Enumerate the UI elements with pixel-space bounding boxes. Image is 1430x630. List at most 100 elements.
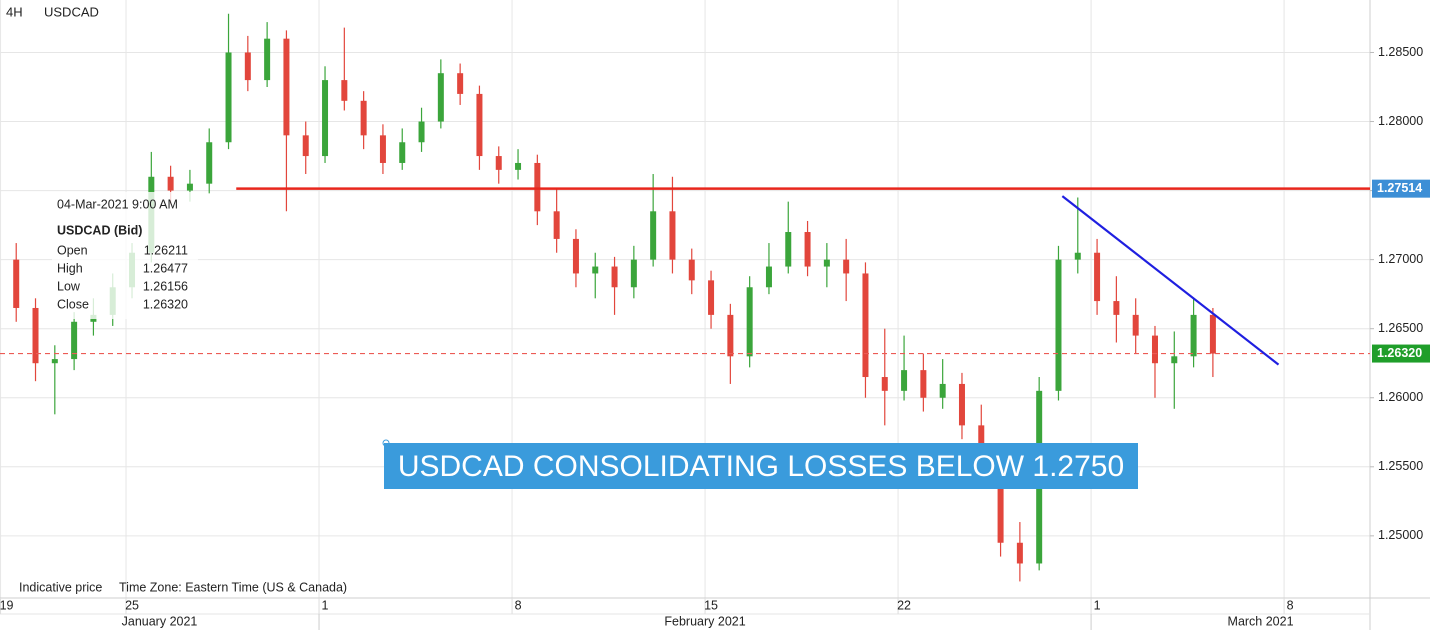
candle-body [958,383,965,426]
candle-body [1055,259,1062,391]
tooltip-symbol: USDCAD (Bid) [57,223,142,237]
candle-body [379,135,386,163]
tooltip-key: High [57,261,83,275]
candle-body [1113,301,1120,315]
grid-layer [0,0,1370,598]
annotation-anchor [382,439,390,447]
candle-body [553,211,560,239]
candle-body [901,370,908,391]
candle-body [650,211,657,260]
y-tick-label: 1.28500 [1378,45,1423,59]
candle-body [920,370,927,398]
candle-body [843,259,850,274]
resistance-label: 1.27514 [1377,181,1422,195]
candle-body [515,162,522,170]
candle-body [244,52,251,81]
candle-body [785,232,792,267]
candle-body [708,280,715,315]
tooltip-value: 1.26211 [144,243,188,257]
candle-body [1132,314,1139,336]
candle-body [1151,335,1158,364]
month-label: February 2021 [664,614,745,628]
x-tick-label: 22 [897,598,911,612]
candle-body [186,183,193,191]
candle-body [746,287,753,357]
candle-body [206,142,213,184]
candle-body [630,259,637,288]
x-tick-label: 25 [125,598,139,612]
candle-body [51,359,58,364]
candle-body [360,100,367,136]
x-tick-label: 19 [0,598,14,612]
resistance-label-box [1372,179,1430,198]
tooltip-key: Open [57,243,88,257]
candle-body [611,266,618,288]
tooltip-date: 04-Mar-2021 9:00 AM [57,197,178,211]
candle-body [457,73,464,94]
y-tick-label: 1.27000 [1378,252,1423,266]
candle-body [283,38,290,136]
tooltip-key: Low [57,279,81,293]
last-price-label-box [1372,344,1430,363]
symbol: USDCAD [44,4,99,19]
y-tick-label: 1.26500 [1378,321,1423,335]
candle-body [727,314,734,357]
candle-body [1016,542,1023,564]
candle-body [264,38,271,81]
candle-body [1190,314,1197,357]
trendline [1061,195,1280,366]
x-tick-label: 15 [704,598,718,612]
candle-body [418,121,425,143]
candle-body [1074,252,1081,260]
candle-body [997,466,1004,543]
tooltip-value: 1.26320 [143,297,188,311]
candle-body [823,259,830,267]
y-tick-label: 1.25500 [1378,459,1423,473]
timeframe: 4H [6,4,23,19]
x-tick-label: 1 [1094,598,1101,612]
candle-body [167,176,174,191]
candle-body [32,307,39,364]
candle-body [13,259,20,308]
candle-body [862,273,869,378]
candle-body [765,266,772,288]
time-zone: Time Zone: Eastern Time (US & Canada) [119,580,347,594]
y-tick-label: 1.25000 [1378,528,1423,542]
last-price-label: 1.26320 [1377,346,1422,360]
tooltip-value: 1.26477 [143,261,188,275]
candle-body [534,162,541,212]
candle-body [1209,314,1216,354]
candle-body [572,238,579,274]
candle-body [592,266,599,274]
x-tick-label: 1 [322,598,329,612]
tooltip-key: Close [57,297,89,311]
footer-note: Indicative price [19,580,102,594]
candle-body [225,52,232,143]
x-tick-label: 8 [515,598,522,612]
month-label: March 2021 [1228,614,1294,628]
candle-body [322,80,329,157]
x-tick-label: 8 [1287,598,1294,612]
annotation-box [384,443,1138,489]
candle-body [302,135,309,157]
candle-body [495,156,502,170]
tooltip-box [52,192,198,319]
candle-body [476,93,483,157]
candle-body [1094,252,1101,302]
y-tick-label: 1.28000 [1378,114,1423,128]
candle-body [1171,356,1178,364]
candle-body [71,321,78,360]
candle-body [669,211,676,260]
candle-body [399,142,406,163]
candle-body [437,73,444,122]
candle-body [881,377,888,391]
candle-body [939,383,946,398]
tooltip: 04-Mar-2021 9:00 AM USDCAD (Bid) Open 1.… [52,192,198,319]
candle-body [341,80,348,101]
tooltip-value: 1.26156 [143,279,188,293]
y-tick-label: 1.26000 [1378,390,1423,404]
candle-body [688,259,695,281]
annotation-text: USDCAD CONSOLIDATING LOSSES BELOW 1.2750 [398,450,1124,483]
